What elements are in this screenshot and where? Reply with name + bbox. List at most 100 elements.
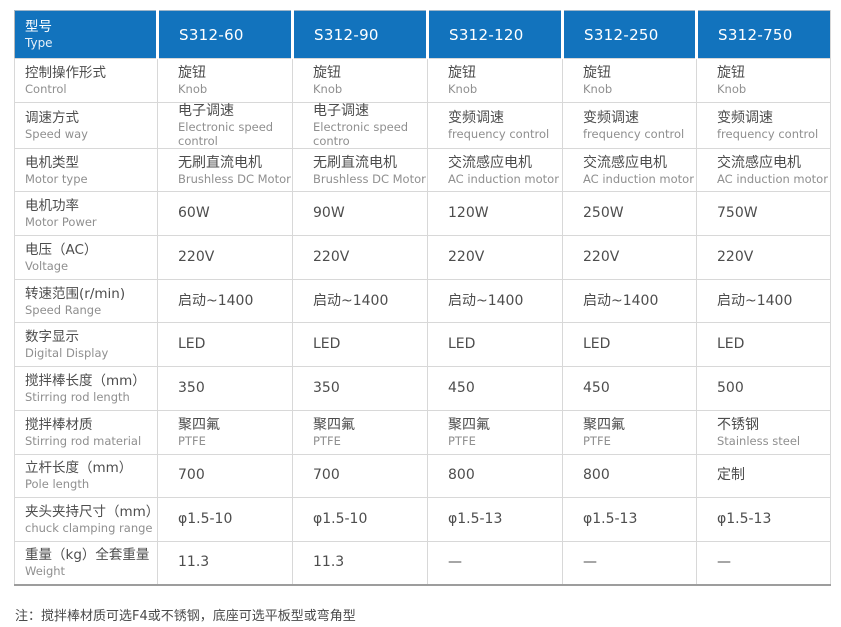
cell-subvalue: Knob [583,81,613,96]
cell-value: — [717,554,731,571]
table-cell: 750W [696,191,831,237]
cell-value: 启动~1400 [448,292,524,309]
table-row-stirring-rod-material: 搅拌棒材质 Stirring rod material 聚四氟 PTFE 聚四氟 PTFE… [14,409,831,455]
table-cell: 变频调速 frequency control [427,101,563,149]
cell-subvalue: PTFE [583,433,611,448]
cell-value: 旋钮 [178,64,206,81]
row-label-en: Stirring rod length [25,389,130,404]
cell-subvalue: frequency control [717,126,819,141]
table-cell: LED [696,322,831,368]
cell-value: 250W [583,205,624,222]
cell-subvalue: Knob [178,81,208,96]
cell-subvalue: AC induction motor [448,171,559,186]
table-cell: 旋钮 Knob [562,58,697,103]
row-label-cn: 转速范围(r/min) [25,285,126,302]
row-label-en: chuck clamping range [25,521,153,536]
cell-subvalue: AC induction motor [717,171,828,186]
cell-value: 电子调速 [178,102,234,119]
table-cell: 旋钮 Knob [157,58,293,103]
table-cell: 启动~1400 [292,278,428,324]
cell-value: 旋钮 [313,64,341,81]
row-label-en: Digital Display [25,346,109,361]
cell-value: 120W [448,205,489,222]
row-label-weight: 重量（kg）全套重量 Weight [14,540,158,586]
row-label-en: Stirring rod material [25,433,142,448]
cell-value: 11.3 [313,554,345,571]
cell-value: 220V [178,248,215,265]
row-label-cn: 控制操作形式 [25,64,106,81]
row-label-motor-type: 电机类型 Motor type [14,147,158,193]
row-label-en: Motor type [25,171,88,186]
table-cell: φ1.5-10 [292,497,428,542]
table-row-speed-range: 转速范围(r/min) Speed Range 启动~1400 启动~1400 启动~1… [14,278,831,324]
cell-value: 交流感应电机 [583,154,667,171]
table-cell: 变频调速 frequency control [562,101,697,149]
header-model-s312-60: S312-60 [156,10,293,59]
cell-subvalue: PTFE [448,433,476,448]
cell-value: 变频调速 [583,109,639,126]
table-cell: 450 [562,366,697,411]
cell-value: 220V [717,248,754,265]
cell-value: — [448,554,462,571]
cell-subvalue: frequency control [448,126,550,141]
table-row-motor-type: 电机类型 Motor type 无刷直流电机 Brushless DC Motor 无刷… [14,147,831,193]
table-cell: LED [292,322,428,368]
table-cell: φ1.5-13 [427,497,563,542]
table-cell: 11.3 [157,540,293,586]
cell-subvalue: frequency control [583,126,685,141]
row-label-stirring-rod-length: 搅拌棒长度（mm） Stirring rod length [14,366,158,411]
cell-value: 700 [178,467,205,484]
table-cell: 700 [292,453,428,499]
row-label-en: Weight [25,564,66,579]
cell-value: φ1.5-13 [448,511,503,528]
cell-value: 220V [448,248,485,265]
table-body: 控制操作形式 Control 旋钮 Knob 旋钮 Knob 旋钮 Knob 旋钮 Knob 旋钮 K… [14,58,831,586]
table-cell: 无刷直流电机 Brushless DC Motor [157,147,293,193]
cell-subvalue: AC induction motor [583,171,694,186]
cell-value: 750W [717,205,758,222]
cell-value: LED [448,336,476,353]
cell-subvalue: Brushless DC Motor [178,171,291,186]
cell-value: 聚四氟 [448,416,490,433]
row-label-cn: 调速方式 [25,109,79,126]
cell-value: φ1.5-13 [583,511,638,528]
table-cell: 启动~1400 [696,278,831,324]
header-model-s312-250: S312-250 [561,10,697,59]
cell-value: 变频调速 [717,109,773,126]
table-cell: 交流感应电机 AC induction motor [696,147,831,193]
cell-value: 220V [313,248,350,265]
cell-value: 交流感应电机 [448,154,532,171]
cell-value: 450 [583,379,610,396]
row-label-control: 控制操作形式 Control [14,58,158,103]
cell-value: 500 [717,379,744,396]
cell-value: 450 [448,379,475,396]
row-label-en: Speed way [25,126,88,141]
row-label-cn: 重量（kg）全套重量 [25,547,150,564]
table-cell: 800 [427,453,563,499]
table-cell: 120W [427,191,563,237]
cell-value: 220V [583,248,620,265]
table-cell: 450 [427,366,563,411]
table-row-control: 控制操作形式 Control 旋钮 Knob 旋钮 Knob 旋钮 Knob 旋钮 Knob 旋钮 K… [14,58,831,103]
header-model-s312-750: S312-750 [695,10,831,59]
cell-subvalue: Knob [313,81,343,96]
table-cell: 350 [292,366,428,411]
row-label-en: Voltage [25,258,69,273]
header-model-s312-90: S312-90 [291,10,428,59]
cell-value: 350 [178,379,205,396]
row-label-en: Pole length [25,477,90,492]
header-row: 型号 Type S312-60 S312-90 S312-120 S312-25… [14,10,831,59]
row-label-voltage: 电压（AC） Voltage [14,235,158,280]
row-label-cn: 搅拌棒材质 [25,416,93,433]
table-cell: φ1.5-13 [562,497,697,542]
cell-value: 90W [313,205,345,222]
row-label-digital-display: 数字显示 Digital Display [14,322,158,368]
header-type-cell: 型号 Type [14,10,158,59]
cell-subvalue: Knob [717,81,747,96]
cell-value: 电子调速 [313,102,369,119]
table-row-weight: 重量（kg）全套重量 Weight 11.3 11.3 — — — [14,540,831,586]
table-cell: 聚四氟 PTFE [157,409,293,455]
cell-value: 变频调速 [448,109,504,126]
table-cell: — [562,540,697,586]
